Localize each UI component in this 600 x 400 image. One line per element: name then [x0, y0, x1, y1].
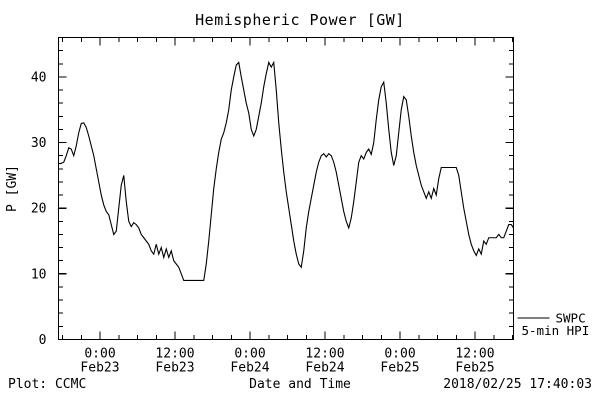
y-tick-label: 0	[39, 333, 47, 348]
y-axis-label: P [GW]	[5, 165, 20, 212]
x-tick-label-date: Feb24	[305, 361, 344, 376]
x-tick-label-date: Feb25	[455, 361, 494, 376]
x-tick-label-date: Feb25	[380, 361, 419, 376]
x-tick-label-date: Feb24	[230, 361, 269, 376]
y-tick-label: 30	[31, 136, 47, 151]
series-path	[58, 60, 514, 281]
x-tick-label-time: 0:00	[384, 347, 415, 362]
page-title: Hemispheric Power [GW]	[195, 11, 405, 29]
x-tick-label-date: Feb23	[80, 361, 119, 376]
series-swpc-5min-hpi	[58, 60, 514, 281]
y-tick-label: 20	[31, 202, 47, 217]
x-tick-label-time: 0:00	[234, 347, 265, 362]
y-axis-ticks: 0 10 20 30 40	[31, 37, 514, 348]
footer-plot-source: Plot: CCMC	[8, 377, 87, 392]
x-tick-label-date: Feb23	[155, 361, 194, 376]
legend-label-primary: SWPC	[556, 311, 586, 326]
x-axis-title: Date and Time	[249, 377, 351, 392]
x-axis-ticks: 0:00Feb2312:00Feb230:00Feb2412:00Feb240:…	[62, 37, 513, 376]
y-tick-label: 40	[31, 70, 47, 85]
x-tick-label-time: 12:00	[455, 347, 494, 362]
y-axis-title-text: P [GW]	[5, 165, 20, 212]
x-tick-label-time: 12:00	[305, 347, 344, 362]
x-tick-label-time: 0:00	[84, 347, 115, 362]
legend-label-secondary: 5-min HPI	[522, 323, 590, 338]
y-tick-label: 10	[31, 267, 47, 282]
footer-timestamp: 2018/02/25 17:40:03	[443, 377, 592, 392]
x-tick-label-time: 12:00	[155, 347, 194, 362]
